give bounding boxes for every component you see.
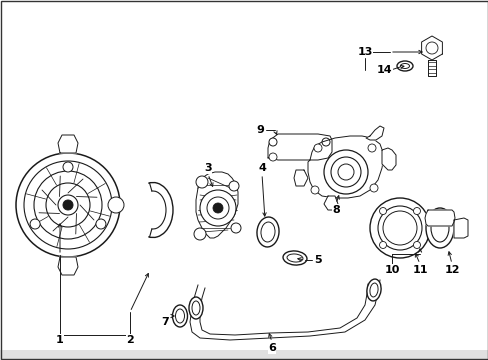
Polygon shape — [453, 218, 467, 238]
Polygon shape — [324, 196, 337, 210]
Circle shape — [369, 198, 429, 258]
Ellipse shape — [192, 301, 200, 315]
Ellipse shape — [400, 63, 408, 68]
Text: 5: 5 — [314, 255, 321, 265]
Circle shape — [194, 228, 205, 240]
Ellipse shape — [396, 61, 412, 71]
Text: 7: 7 — [161, 317, 168, 327]
Circle shape — [379, 242, 386, 248]
Ellipse shape — [430, 214, 448, 242]
Circle shape — [369, 184, 377, 192]
Circle shape — [228, 181, 239, 191]
Ellipse shape — [175, 309, 184, 323]
Polygon shape — [424, 210, 454, 226]
Circle shape — [206, 197, 228, 219]
Text: 11: 11 — [411, 265, 427, 275]
Circle shape — [96, 219, 106, 229]
Circle shape — [413, 207, 420, 215]
Text: 6: 6 — [267, 343, 275, 353]
Polygon shape — [196, 172, 238, 238]
Circle shape — [321, 138, 329, 146]
Text: 14: 14 — [376, 65, 392, 75]
Polygon shape — [267, 134, 331, 160]
Text: 3: 3 — [204, 163, 211, 173]
Circle shape — [16, 153, 120, 257]
Ellipse shape — [369, 283, 377, 297]
Polygon shape — [58, 257, 78, 275]
Text: 12: 12 — [443, 265, 459, 275]
Circle shape — [46, 183, 90, 227]
Circle shape — [58, 195, 78, 215]
Circle shape — [63, 200, 73, 210]
Ellipse shape — [283, 251, 306, 265]
Circle shape — [413, 242, 420, 248]
Circle shape — [379, 207, 386, 215]
Polygon shape — [365, 126, 383, 140]
Text: 9: 9 — [256, 125, 264, 135]
Ellipse shape — [366, 279, 380, 301]
Circle shape — [200, 190, 236, 226]
Circle shape — [425, 42, 437, 54]
Ellipse shape — [189, 297, 203, 319]
Circle shape — [330, 157, 360, 187]
Circle shape — [337, 164, 353, 180]
Circle shape — [34, 171, 102, 239]
Polygon shape — [307, 136, 383, 198]
Circle shape — [108, 197, 124, 213]
Circle shape — [382, 211, 416, 245]
Circle shape — [367, 144, 375, 152]
Circle shape — [30, 219, 40, 229]
Circle shape — [387, 216, 411, 240]
Text: 2: 2 — [126, 335, 134, 345]
Circle shape — [213, 203, 223, 213]
Ellipse shape — [286, 254, 303, 262]
Polygon shape — [427, 60, 435, 76]
Circle shape — [196, 176, 207, 188]
Circle shape — [268, 138, 276, 146]
Text: 13: 13 — [357, 47, 372, 57]
Ellipse shape — [425, 208, 453, 248]
Circle shape — [310, 186, 318, 194]
Circle shape — [268, 153, 276, 161]
Circle shape — [230, 223, 241, 233]
Text: 1: 1 — [56, 335, 64, 345]
Ellipse shape — [256, 217, 279, 247]
Circle shape — [313, 144, 321, 152]
Ellipse shape — [172, 305, 187, 327]
Text: 4: 4 — [258, 163, 265, 173]
Polygon shape — [58, 135, 78, 153]
Bar — [0, 350, 488, 360]
Polygon shape — [293, 170, 307, 186]
Circle shape — [63, 162, 73, 172]
Ellipse shape — [261, 222, 274, 242]
Text: 8: 8 — [331, 205, 339, 215]
Polygon shape — [381, 148, 395, 170]
Circle shape — [377, 206, 421, 250]
Circle shape — [393, 222, 405, 234]
Polygon shape — [421, 36, 442, 60]
Text: 10: 10 — [384, 265, 399, 275]
Circle shape — [24, 161, 112, 249]
Circle shape — [324, 150, 367, 194]
